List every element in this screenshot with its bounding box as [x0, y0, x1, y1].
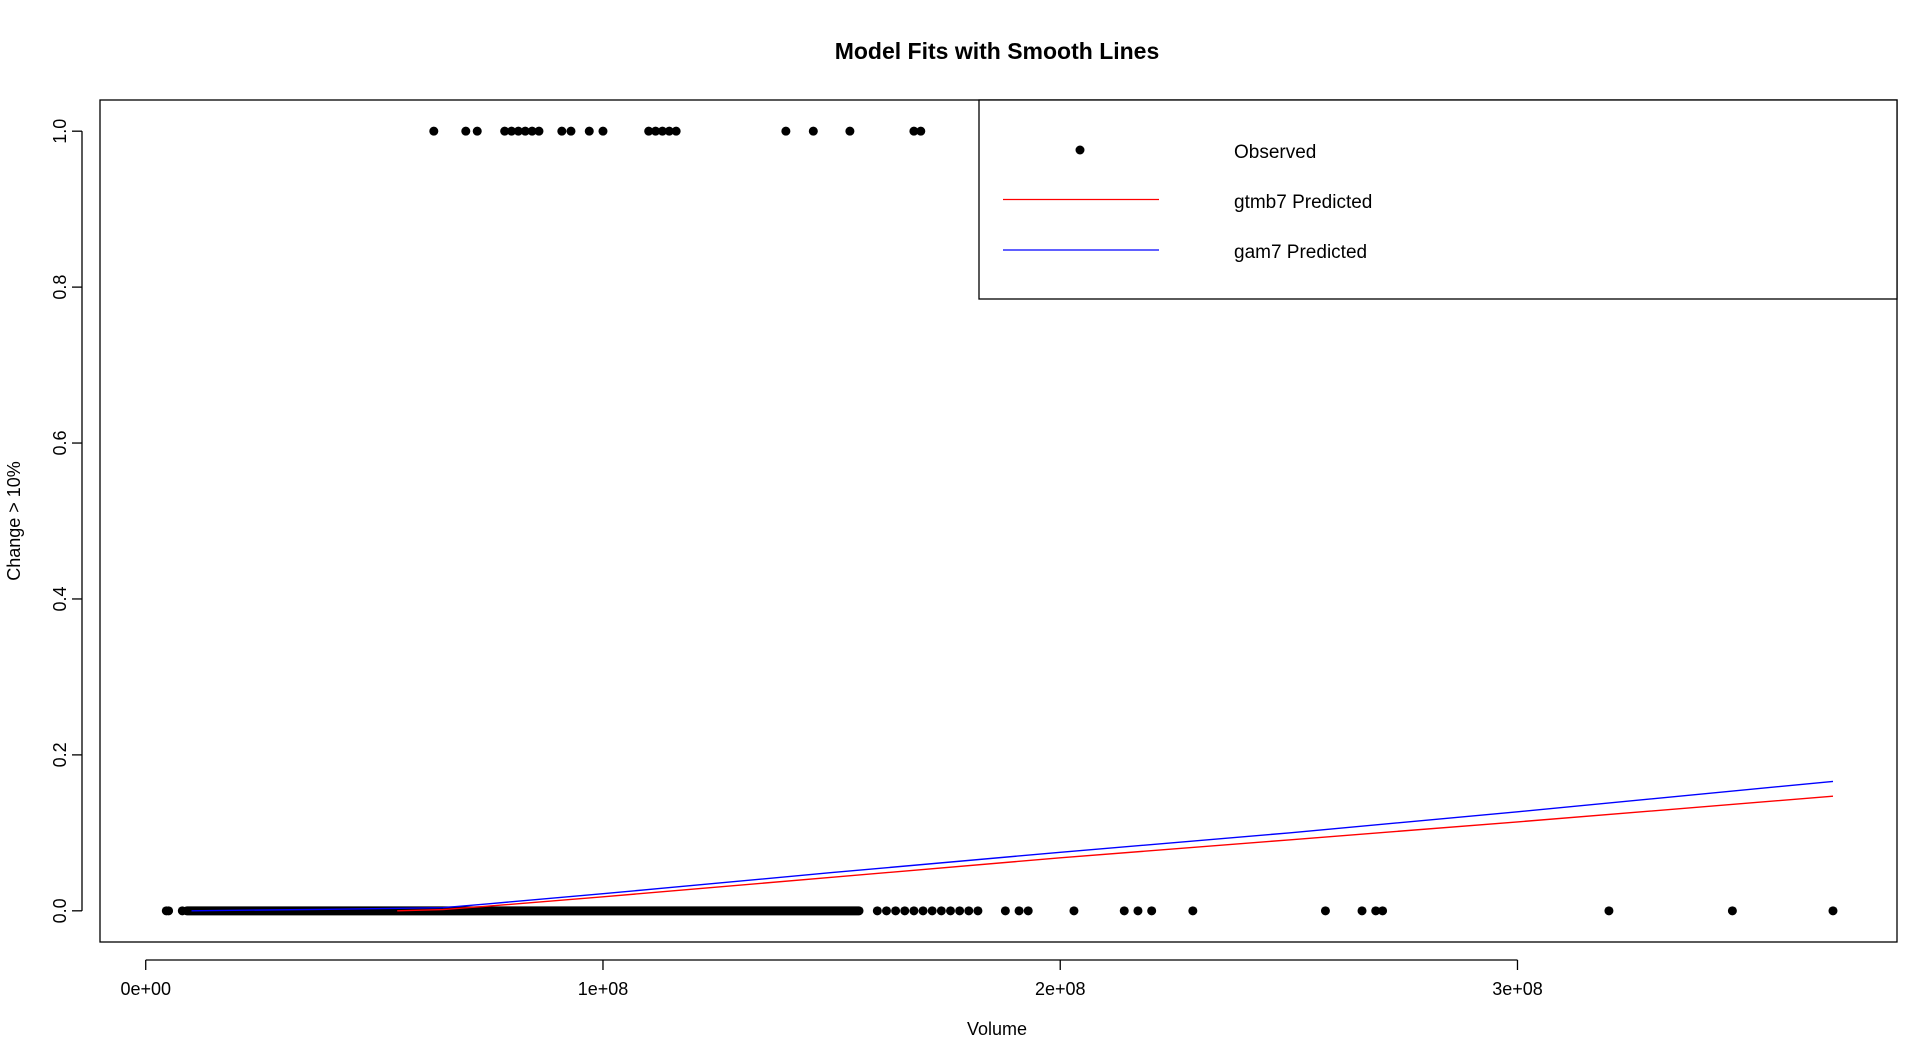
observed-point: [1188, 906, 1198, 916]
observed-point: [651, 126, 661, 136]
observed-point: [520, 126, 530, 136]
observed-point: [945, 906, 955, 916]
observed-point: [1357, 906, 1367, 916]
observed-point: [900, 906, 910, 916]
observed-point: [1133, 906, 1143, 916]
observed-point: [909, 906, 919, 916]
observed-point: [527, 126, 537, 136]
observed-point: [1378, 906, 1388, 916]
x-axis-label: Volume: [967, 1019, 1027, 1039]
gam7-predicted-line: [191, 780, 1834, 912]
x-axis: 0e+00 1e+08 2e+08 3e+08: [120, 959, 1543, 999]
observed-point: [1000, 906, 1010, 916]
observed-point: [500, 126, 510, 136]
observed-point: [472, 126, 482, 136]
observed-point: [891, 906, 901, 916]
observed-point: [566, 126, 576, 136]
y-tick-label: 0.4: [50, 586, 70, 611]
observed-point: [1604, 906, 1614, 916]
observed-point: [927, 906, 937, 916]
chart-title: Model Fits with Smooth Lines: [835, 38, 1160, 64]
x-tick-label: 0e+00: [120, 979, 171, 999]
observed-point: [1320, 906, 1330, 916]
legend-observed-marker: [1075, 145, 1085, 155]
observed-point: [1727, 906, 1737, 916]
x-tick-label: 3e+08: [1492, 979, 1543, 999]
gtmb7-predicted-line: [397, 795, 1834, 912]
observed-point: [598, 126, 608, 136]
observed-point: [1119, 906, 1129, 916]
observed-point: [164, 906, 174, 916]
observed-point: [955, 906, 965, 916]
prediction-lines: [191, 780, 1834, 912]
observed-point: [557, 126, 567, 136]
y-tick-label: 0.8: [50, 275, 70, 300]
x-tick-label: 2e+08: [1035, 979, 1086, 999]
observed-point: [461, 126, 471, 136]
observed-point: [1014, 906, 1024, 916]
observed-point: [664, 126, 674, 136]
y-tick-label: 1.0: [50, 119, 70, 144]
legend-gtmb7-label: gtmb7 Predicted: [1234, 192, 1372, 213]
y-tick-label: 0.2: [50, 742, 70, 767]
y-axis: 0.0 0.2 0.4 0.6 0.8 1.0: [50, 119, 83, 923]
observed-point: [936, 906, 946, 916]
y-axis-label: Change > 10%: [4, 461, 24, 581]
observed-point: [644, 126, 654, 136]
legend-gam7-label: gam7 Predicted: [1234, 242, 1367, 263]
observed-point: [918, 906, 928, 916]
observed-point: [584, 126, 594, 136]
observed-point: [964, 906, 974, 916]
x-tick-label: 1e+08: [578, 979, 629, 999]
observed-point: [657, 126, 667, 136]
legend-observed-label: Observed: [1234, 142, 1316, 163]
observed-point: [909, 126, 919, 136]
observed-point: [1147, 906, 1157, 916]
observed-point: [507, 126, 517, 136]
legend: Observed gtmb7 Predicted gam7 Predicted: [978, 99, 1898, 300]
y-tick-label: 0.6: [50, 431, 70, 456]
observed-point: [429, 126, 439, 136]
observed-point: [781, 126, 791, 136]
observed-point: [1371, 906, 1381, 916]
y-tick-label: 0.0: [50, 898, 70, 923]
observed-point: [845, 126, 855, 136]
observed-point: [1828, 906, 1838, 916]
observed-points: [161, 126, 1838, 916]
observed-point: [513, 126, 523, 136]
observed-point: [916, 126, 926, 136]
observed-point: [177, 906, 187, 916]
observed-point: [881, 906, 891, 916]
observed-point: [872, 906, 882, 916]
observed-point: [1023, 906, 1033, 916]
observed-point: [671, 126, 681, 136]
observed-point: [534, 126, 544, 136]
observed-point: [973, 906, 983, 916]
observed-point: [808, 126, 818, 136]
observed-point: [1069, 906, 1079, 916]
